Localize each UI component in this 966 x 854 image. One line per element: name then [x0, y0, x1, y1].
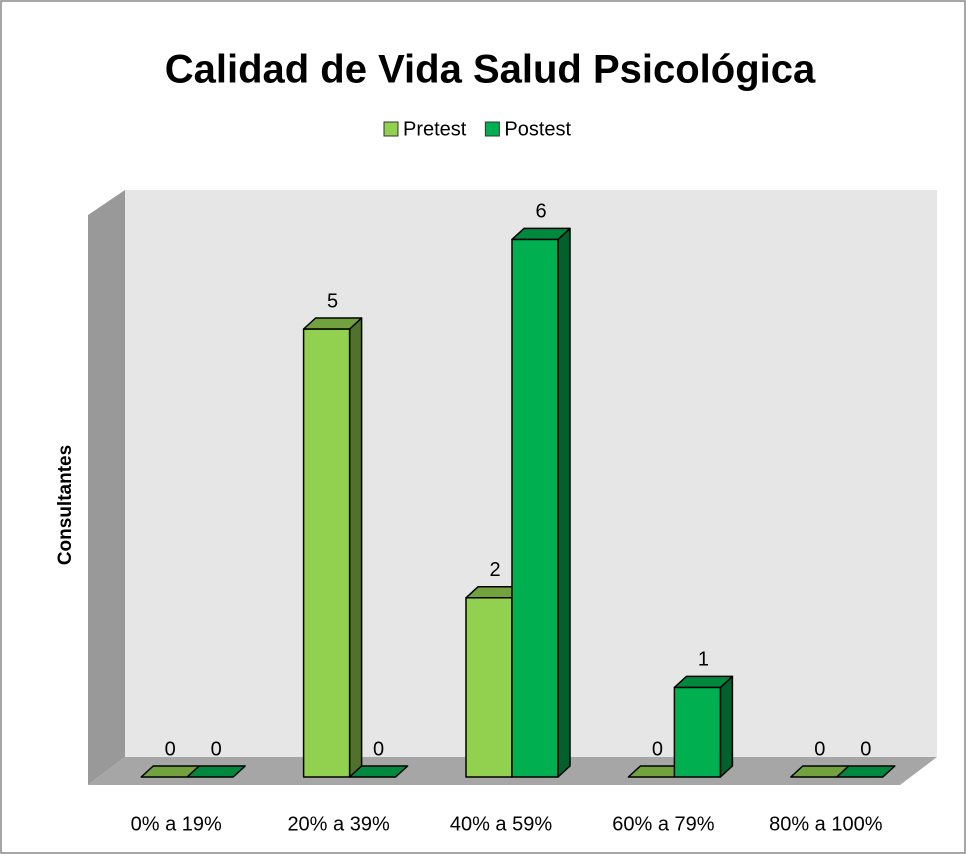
bar-front	[673, 686, 722, 778]
bar-front	[302, 328, 351, 778]
legend-label: Postest	[504, 118, 571, 140]
data-label: 0	[814, 738, 825, 760]
bar	[836, 765, 896, 778]
legend-label: Pretest	[403, 118, 467, 140]
bar-top	[673, 675, 734, 689]
data-label: 5	[327, 290, 338, 312]
legend: Pretest Postest	[383, 118, 572, 140]
x-tick-label: 0% a 19%	[131, 813, 222, 835]
bar	[511, 227, 571, 778]
bar-side	[348, 317, 363, 778]
bar	[673, 675, 734, 778]
bar-top	[348, 765, 409, 778]
bar-side	[719, 675, 734, 778]
x-tick-label: 40% a 59%	[450, 813, 553, 835]
data-label: 0	[860, 738, 871, 760]
bar-front	[511, 238, 559, 778]
data-label: 6	[535, 201, 546, 223]
legend-swatch	[484, 121, 500, 137]
bar	[302, 317, 363, 778]
x-tick-label: 60% a 79%	[612, 813, 715, 835]
bars: 0 0 5 0 2 6 0 1 0 0	[140, 201, 896, 778]
bar-top	[836, 765, 896, 778]
bar-side	[557, 227, 571, 778]
bar-front	[465, 597, 513, 778]
y-axis-label: Consultantes	[55, 445, 76, 565]
bar-top	[511, 227, 571, 241]
bar-top	[186, 765, 246, 778]
chart-title: Calidad de Vida Salud Psicológica	[165, 48, 816, 92]
data-label: 0	[652, 738, 663, 760]
data-label: 0	[211, 738, 222, 760]
data-label: 0	[165, 738, 176, 760]
bar	[348, 765, 409, 778]
x-tick-label: 20% a 39%	[287, 813, 390, 835]
data-label: 2	[489, 559, 500, 581]
side-wall	[88, 190, 125, 785]
data-label: 0	[373, 738, 384, 760]
bar-top	[302, 317, 363, 330]
bar	[186, 765, 246, 778]
legend-swatch	[383, 121, 399, 137]
data-label: 1	[698, 649, 709, 671]
x-tick-label: 80% a 100%	[769, 813, 883, 835]
